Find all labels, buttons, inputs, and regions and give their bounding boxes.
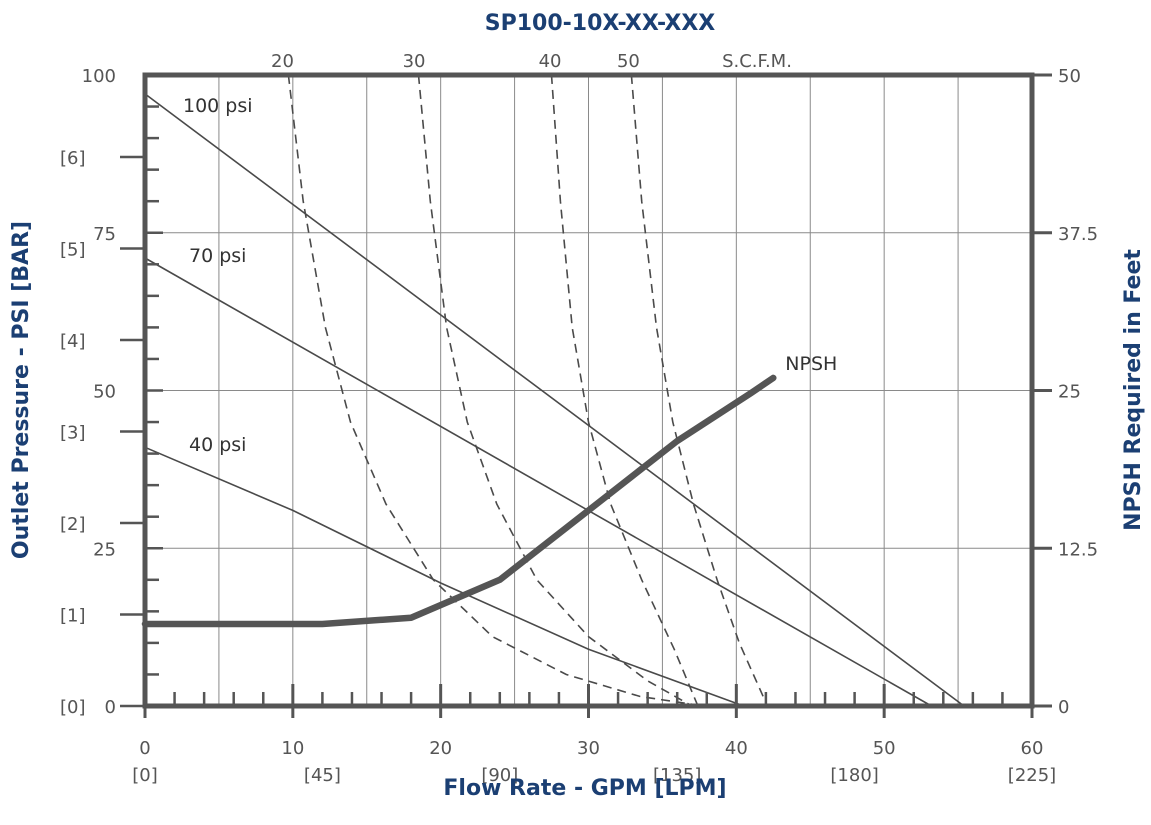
- y-tick-label: 0: [105, 697, 116, 718]
- axis-labels: 0 10 20 30 40 50 60 [0] [45] [90] [135] [180] [225] 0…: [60, 51, 1098, 786]
- x-tick-label: 30: [577, 738, 600, 759]
- y-tick-label: 100: [82, 66, 116, 87]
- pressure-line-label: 40 psi: [189, 434, 246, 456]
- pressure-line-1: [144, 93, 965, 707]
- bar-tick-label: [6]: [60, 148, 86, 169]
- x-sub-tick-label: [45]: [304, 765, 341, 786]
- y-tick-label: 50: [93, 382, 116, 403]
- air-consumption-curves: [287, 74, 769, 707]
- y2-tick-label: 25: [1058, 382, 1081, 403]
- y2-tick-label: 12.5: [1058, 539, 1098, 560]
- top-tick-label: 50: [617, 51, 640, 72]
- bar-tick-label: [4]: [60, 331, 86, 352]
- y2-tick-label: 37.5: [1058, 224, 1098, 245]
- axis-ticks: [120, 73, 1052, 718]
- y-tick-label: 25: [93, 539, 116, 560]
- pressure-line-label: 100 psi: [183, 95, 253, 117]
- pressure-line-3: [144, 446, 744, 707]
- bar-tick-label: [3]: [60, 423, 86, 444]
- bar-tick-label: [1]: [60, 606, 86, 627]
- x-sub-tick-label: [180]: [830, 765, 878, 786]
- x-sub-tick-label: [135]: [653, 765, 701, 786]
- x-tick-label: 20: [429, 738, 452, 759]
- air-curve-50-scfm: [630, 74, 769, 707]
- y2-tick-label: 50: [1058, 66, 1081, 87]
- top-tick-label: 40: [539, 51, 562, 72]
- x-tick-label: 40: [725, 738, 748, 759]
- npsh-label: NPSH: [785, 353, 837, 375]
- top-tick-label: 30: [403, 51, 426, 72]
- air-curve-20-scfm: [287, 74, 704, 707]
- grid-lines: [145, 75, 1032, 706]
- y-axis-title: Outlet Pressure - PSI [BAR]: [9, 221, 34, 559]
- x-axis-title: Flow Rate - GPM [LPM]: [443, 776, 726, 801]
- top-tick-label: 20: [271, 51, 294, 72]
- x-tick-label: 10: [281, 738, 304, 759]
- chart-title: SP100-10X-XX-XXX: [485, 11, 716, 36]
- y2-tick-label: 0: [1058, 697, 1069, 718]
- x-sub-tick-label: [225]: [1008, 765, 1056, 786]
- bar-tick-label: [5]: [60, 240, 86, 261]
- air-curve-40-scfm: [550, 74, 699, 707]
- air-curve-30-scfm: [417, 74, 693, 707]
- bar-tick-label: [2]: [60, 514, 86, 535]
- pressure-line-2: [144, 257, 932, 707]
- top-axis-unit: S.C.F.M.: [722, 51, 792, 72]
- y-tick-label: 75: [93, 224, 116, 245]
- bar-tick-label: [0]: [60, 697, 86, 718]
- pressure-lines: 100 psi 70 psi 40 psi: [144, 93, 965, 707]
- x-tick-label: 50: [873, 738, 896, 759]
- npsh-curve-group: NPSH: [141, 353, 837, 628]
- x-sub-tick-label: [0]: [132, 765, 158, 786]
- x-tick-label: 60: [1021, 738, 1044, 759]
- pressure-line-label: 70 psi: [189, 245, 246, 267]
- y2-axis-title: NPSH Required in Feet: [1121, 249, 1146, 531]
- x-tick-label: 0: [139, 738, 150, 759]
- npsh-curve: [141, 374, 777, 628]
- x-sub-tick-label: [90]: [481, 765, 518, 786]
